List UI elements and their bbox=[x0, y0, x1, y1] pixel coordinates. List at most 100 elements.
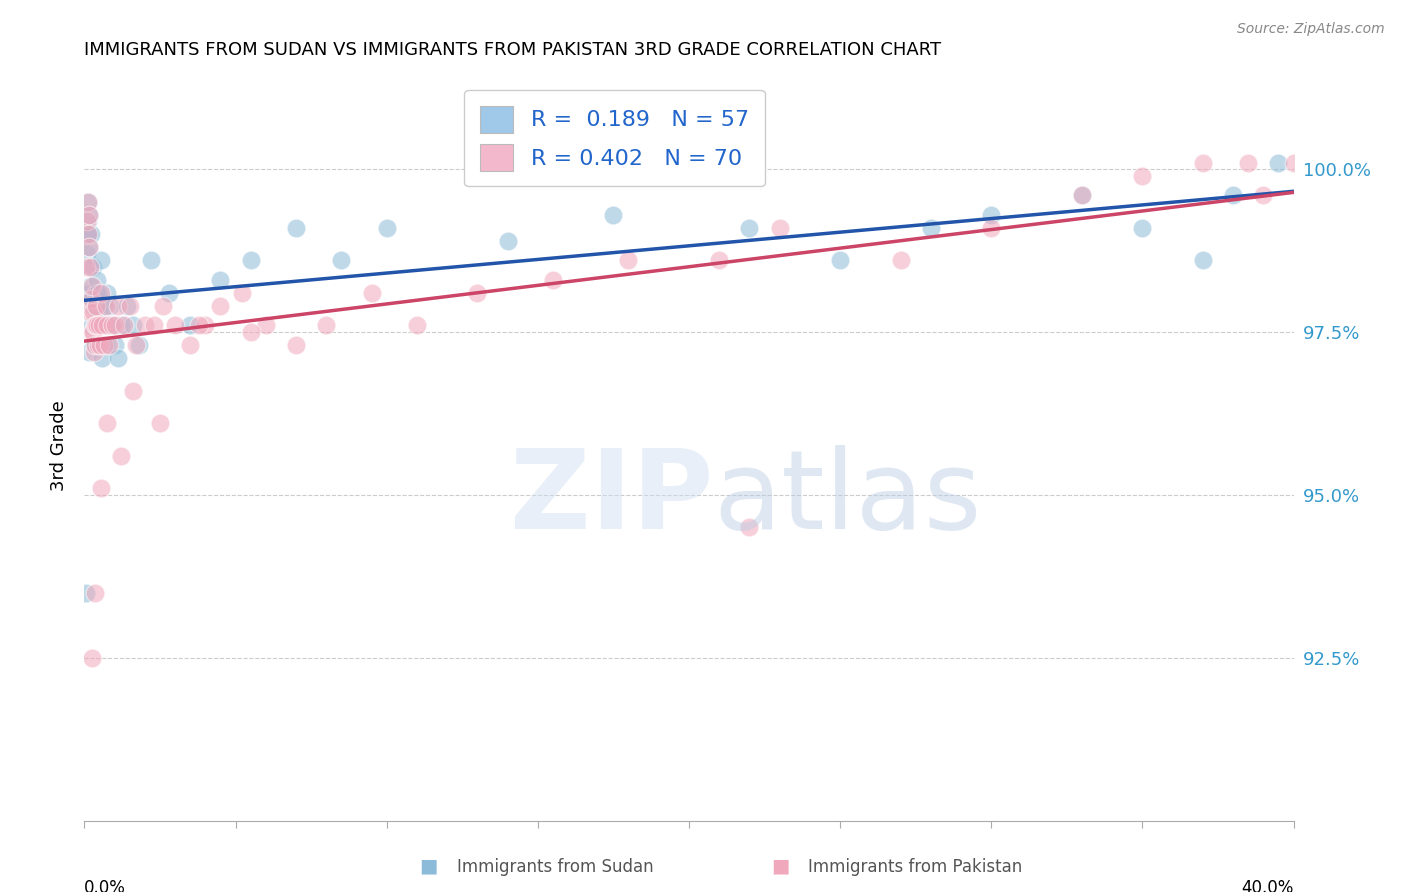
Point bbox=[94, 338, 117, 352]
Point bbox=[165, 318, 187, 333]
Point bbox=[84, 318, 107, 333]
Point bbox=[330, 253, 353, 268]
Point bbox=[121, 318, 143, 333]
Point bbox=[83, 338, 105, 352]
Point bbox=[80, 227, 103, 242]
Point bbox=[79, 260, 101, 274]
Point bbox=[79, 208, 101, 222]
Point bbox=[254, 318, 277, 333]
Point bbox=[115, 299, 138, 313]
Point bbox=[86, 299, 108, 313]
Point bbox=[76, 227, 98, 242]
Text: 0.0%: 0.0% bbox=[84, 880, 127, 892]
Point bbox=[82, 299, 104, 313]
Point bbox=[104, 318, 127, 333]
Point bbox=[91, 318, 114, 333]
Point bbox=[709, 253, 731, 268]
Point bbox=[110, 449, 132, 463]
Point bbox=[77, 214, 100, 228]
Point bbox=[87, 318, 110, 333]
Point bbox=[76, 247, 98, 261]
Point bbox=[107, 351, 129, 365]
Point bbox=[152, 299, 174, 313]
Text: ZIP: ZIP bbox=[510, 445, 713, 552]
Point bbox=[890, 253, 912, 268]
Point bbox=[209, 299, 232, 313]
Point bbox=[179, 318, 201, 333]
Point bbox=[79, 285, 101, 300]
Point bbox=[139, 253, 162, 268]
Point bbox=[90, 481, 112, 495]
Point bbox=[188, 318, 211, 333]
Point bbox=[96, 318, 118, 333]
Point bbox=[77, 344, 100, 359]
Point bbox=[97, 338, 120, 352]
Point bbox=[118, 299, 141, 313]
Point bbox=[149, 416, 172, 430]
Point bbox=[75, 585, 97, 599]
Point bbox=[94, 299, 117, 313]
Point bbox=[121, 384, 143, 398]
Point bbox=[142, 318, 165, 333]
Point bbox=[79, 305, 101, 319]
Point bbox=[239, 253, 262, 268]
Point bbox=[93, 338, 115, 352]
Point bbox=[80, 650, 103, 665]
Point bbox=[84, 338, 107, 352]
Point bbox=[1192, 253, 1215, 268]
Point bbox=[157, 285, 180, 300]
Point bbox=[79, 260, 101, 274]
Point bbox=[87, 338, 110, 352]
Point bbox=[496, 234, 519, 248]
Point bbox=[1282, 155, 1305, 169]
Point bbox=[285, 338, 308, 352]
Point bbox=[738, 520, 761, 534]
Point bbox=[90, 285, 112, 300]
Point bbox=[209, 273, 232, 287]
Point bbox=[375, 220, 398, 235]
Legend: R =  0.189   N = 57, R = 0.402   N = 70: R = 0.189 N = 57, R = 0.402 N = 70 bbox=[464, 90, 765, 186]
Point bbox=[93, 299, 115, 313]
Point bbox=[1253, 188, 1275, 202]
Point bbox=[86, 318, 108, 333]
Point bbox=[467, 285, 489, 300]
Point bbox=[1222, 188, 1244, 202]
Point bbox=[77, 194, 100, 209]
Point bbox=[541, 273, 564, 287]
Point bbox=[830, 253, 852, 268]
Point bbox=[107, 299, 129, 313]
Point bbox=[1132, 220, 1154, 235]
Point bbox=[75, 260, 97, 274]
Point bbox=[1071, 188, 1094, 202]
Point bbox=[231, 285, 253, 300]
Point bbox=[602, 208, 624, 222]
Point bbox=[80, 318, 103, 333]
Point bbox=[179, 338, 201, 352]
Text: ■: ■ bbox=[770, 857, 790, 876]
Text: Source: ZipAtlas.com: Source: ZipAtlas.com bbox=[1237, 22, 1385, 37]
Point bbox=[100, 318, 122, 333]
Point bbox=[617, 253, 640, 268]
Point bbox=[980, 208, 1002, 222]
Point bbox=[91, 351, 114, 365]
Point bbox=[77, 194, 100, 209]
Point bbox=[98, 299, 121, 313]
Point bbox=[920, 220, 942, 235]
Point bbox=[285, 220, 308, 235]
Point bbox=[76, 214, 98, 228]
Point bbox=[1071, 188, 1094, 202]
Point bbox=[80, 325, 103, 339]
Point bbox=[80, 293, 103, 307]
Point bbox=[100, 318, 122, 333]
Point bbox=[125, 338, 148, 352]
Point bbox=[79, 279, 101, 293]
Point bbox=[77, 227, 100, 242]
Point bbox=[77, 240, 100, 254]
Point bbox=[315, 318, 337, 333]
Point bbox=[110, 318, 132, 333]
Point bbox=[239, 325, 262, 339]
Point bbox=[97, 318, 120, 333]
Text: ■: ■ bbox=[419, 857, 439, 876]
Point bbox=[82, 325, 104, 339]
Text: 40.0%: 40.0% bbox=[1241, 880, 1294, 892]
